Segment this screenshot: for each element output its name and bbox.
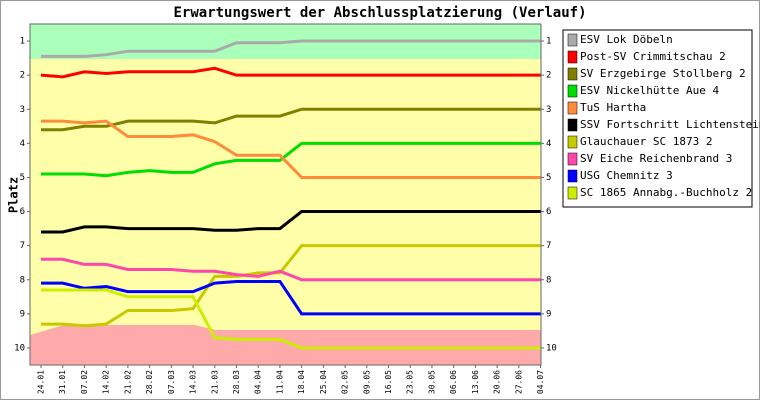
legend-swatch	[567, 50, 578, 64]
legend-label: SV Erzgebirge Stollberg 2	[580, 67, 746, 80]
y-tick-label: 3	[20, 105, 25, 115]
y-tick-label-right: 9	[546, 309, 551, 319]
x-tick-label: 16.05	[384, 370, 393, 394]
x-tick-label: 14.02	[102, 370, 111, 394]
x-tick-label: 06.06	[449, 370, 458, 394]
legend-label: ESV Lok Döbeln	[580, 33, 673, 46]
y-tick-label-right: 5	[546, 173, 551, 183]
series-line	[40, 66, 541, 79]
legend-label: SV Eiche Reichenbrand 3	[580, 152, 732, 165]
plot-background	[30, 24, 541, 365]
legend-label: Glauchauer SC 1873 2	[580, 135, 712, 148]
y-tick-label: 6	[20, 207, 25, 217]
legend-swatch	[567, 186, 578, 200]
y-tick-label: 1	[20, 37, 25, 47]
y-tick-label: 9	[20, 309, 25, 319]
series-line	[41, 107, 541, 132]
legend-swatch	[567, 118, 578, 132]
series-line	[41, 288, 541, 350]
plot-frame	[29, 23, 542, 366]
legend-swatch	[567, 135, 578, 149]
x-tick-label: 11.04	[275, 370, 284, 394]
x-tick-label: 02.05	[341, 370, 350, 394]
y-tick-label-right: 7	[546, 241, 551, 251]
x-tick-label: 07.03	[167, 370, 176, 394]
x-tick-label: 27.06	[514, 370, 523, 394]
x-tick-label: 20.06	[493, 370, 502, 394]
chart-title: Erwartungswert der Abschlussplatzierung …	[173, 5, 586, 21]
x-tick-label: 09.05	[362, 370, 371, 394]
x-tick-label: 14.03	[189, 370, 198, 394]
y-tick-label-right: 3	[546, 105, 551, 115]
legend-swatch	[567, 67, 578, 81]
legend-swatch	[567, 152, 578, 166]
series-line	[41, 210, 541, 234]
x-tick-label: 04.04	[254, 370, 263, 394]
legend-label: USG Chemnitz 3	[580, 169, 673, 182]
y-tick-label-right: 4	[546, 139, 551, 149]
legend-label: SC 1865 Annabg.-Buchholz 2	[580, 186, 752, 199]
series-line	[41, 39, 541, 58]
y-tick-label: 5	[20, 173, 25, 183]
y-tick-label: 10	[14, 343, 25, 353]
x-tick-label: 30.05	[427, 370, 436, 394]
series-line	[41, 119, 541, 179]
relegation-zone	[30, 325, 541, 365]
x-tick-label: 24.01	[37, 370, 46, 394]
legend-label: SSV Fortschritt Lichtenstein	[580, 118, 760, 131]
series-line	[41, 244, 541, 328]
x-tick-label: 23.05	[406, 370, 415, 394]
y-tick-label-right: 1	[546, 37, 551, 47]
x-tick-label: 28.02	[145, 370, 154, 394]
series-line	[41, 141, 541, 178]
y-axis-label: Platz	[7, 177, 21, 213]
series-line	[41, 257, 541, 282]
x-tick-label: 13.06	[471, 370, 480, 394]
y-tick-label-right: 10	[546, 343, 557, 353]
y-tick-label: 2	[20, 71, 25, 81]
legend-entries: ESV Lok Döbeln Post-SV Crimmitschau 2 SV E…	[567, 33, 760, 200]
x-tick-label: 04.07	[536, 370, 545, 394]
x-tick-label: 28.03	[232, 370, 241, 394]
legend-swatch	[567, 169, 578, 183]
legend-swatch	[567, 33, 578, 47]
y-tick-label-right: 2	[546, 71, 551, 81]
legend-label: TuS Hartha	[580, 101, 646, 114]
y-tick-label: 4	[20, 139, 25, 149]
y-tick-label: 7	[20, 241, 25, 251]
y-tick-label-right: 6	[546, 207, 551, 217]
legend	[562, 29, 753, 208]
y-tick-label: 8	[20, 275, 25, 285]
legend-label: ESV Nickelhütte Aue 4	[580, 84, 719, 97]
series-line	[41, 279, 541, 316]
legend-swatch	[567, 101, 578, 115]
x-tick-label: 18.04	[297, 370, 306, 394]
x-tick-label: 25.04	[319, 370, 328, 394]
legend-swatch	[567, 84, 578, 98]
x-tick-label: 21.02	[123, 370, 132, 394]
x-tick-label: 31.01	[58, 370, 67, 394]
x-tick-label: 07.02	[80, 370, 89, 394]
legend-label: Post-SV Crimmitschau 2	[580, 50, 726, 63]
x-tick-label: 21.03	[210, 370, 219, 394]
y-tick-label-right: 8	[546, 275, 551, 285]
